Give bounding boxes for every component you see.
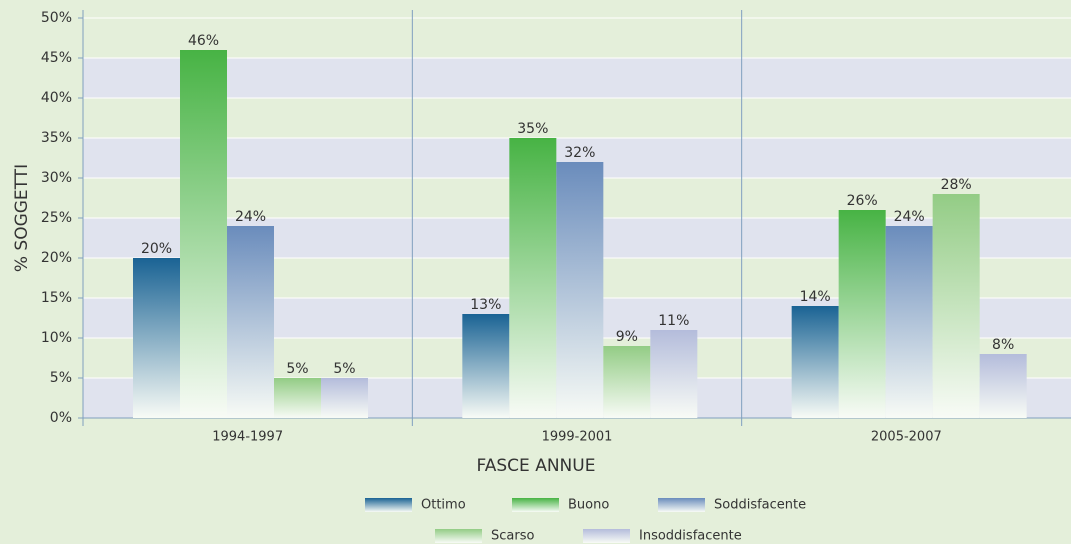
x-tick-label: 2005-2007 [871,430,942,445]
bar [650,330,698,418]
data-label: 8% [992,337,1014,353]
bar [556,162,604,418]
bar [791,306,839,418]
bar [180,50,227,418]
bar [321,378,368,418]
data-label: 13% [470,297,501,313]
data-label: 46% [188,33,219,49]
data-label: 11% [658,313,689,329]
bar [838,210,886,418]
x-tick-label: 1994-1997 [212,430,283,445]
legend-label: Ottimo [421,498,466,513]
legend-swatch [658,498,705,512]
bar [979,354,1027,418]
y-tick-label: 10% [41,330,72,346]
legend-swatch [365,498,412,512]
y-tick-label: 15% [41,290,72,306]
legend-label: Insoddisfacente [639,529,742,544]
bar [932,194,980,418]
legend-label: Buono [568,498,609,513]
bar [274,378,321,418]
y-tick-label: 5% [50,370,72,386]
bar [509,138,557,418]
data-label: 14% [800,289,831,305]
data-label: 24% [235,209,266,225]
data-label: 20% [141,241,172,257]
y-tick-label: 35% [41,130,72,146]
data-label: 26% [847,193,878,209]
y-tick-label: 0% [50,410,72,426]
legend-label: Soddisfacente [714,498,806,513]
bar [603,346,651,418]
y-axis-title: % SOGGETTI [12,164,32,272]
y-tick-label: 50% [41,10,72,26]
y-tick-label: 25% [41,210,72,226]
bar [227,226,274,418]
y-tick-label: 40% [41,90,72,106]
data-label: 24% [894,209,925,225]
data-label: 35% [517,121,548,137]
legend-swatch [583,529,630,543]
legend-swatch [435,529,482,543]
data-label: 32% [564,145,595,161]
x-axis-title: FASCE ANNUE [477,456,596,476]
bar [133,258,180,418]
y-tick-label: 30% [41,170,72,186]
x-tick-label: 1999-2001 [542,430,613,445]
legend-swatch [512,498,559,512]
y-tick-label: 20% [41,250,72,266]
data-label: 9% [616,329,638,345]
data-label: 5% [333,361,355,377]
legend-label: Scarso [491,529,534,544]
data-label: 28% [941,177,972,193]
grid-band [83,58,1071,98]
bar [885,226,933,418]
y-tick-label: 45% [41,50,72,66]
bar [462,314,510,418]
data-label: 5% [286,361,308,377]
